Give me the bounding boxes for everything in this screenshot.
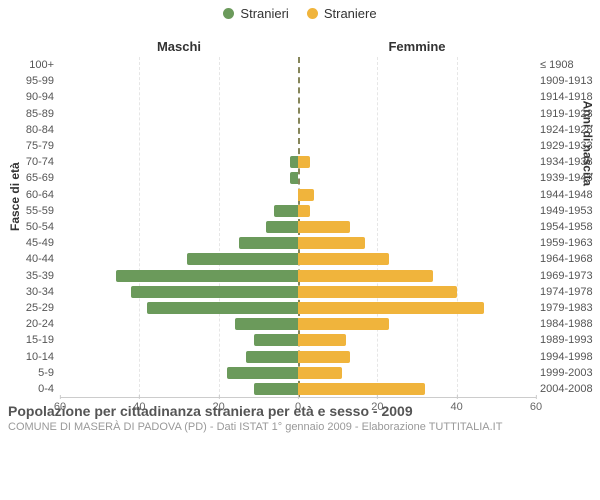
bar-male[interactable] [274, 205, 298, 217]
footer-subtitle: COMUNE DI MASERÀ DI PADOVA (PD) - Dati I… [8, 421, 592, 433]
bar-male[interactable] [266, 221, 298, 233]
bar-male[interactable] [131, 286, 298, 298]
birth-year-label: 1954-1958 [540, 220, 598, 234]
bar-male[interactable] [246, 351, 298, 363]
chart: Maschi Femmine Fasce di età Anni di nasc… [0, 21, 600, 441]
bar-male[interactable] [116, 270, 298, 282]
bar-female[interactable] [298, 253, 389, 265]
legend-swatch-female [307, 8, 318, 19]
pyramid-row: 70-741934-1938 [60, 155, 536, 169]
bar-male[interactable] [254, 334, 298, 346]
legend-label-female: Straniere [324, 6, 377, 21]
age-label: 75-79 [6, 139, 54, 153]
bar-male[interactable] [147, 302, 298, 314]
pyramid-row: 5-91999-2003 [60, 366, 536, 380]
bar-female[interactable] [298, 270, 433, 282]
age-label: 15-19 [6, 333, 54, 347]
age-label: 25-29 [6, 301, 54, 315]
age-label: 80-84 [6, 123, 54, 137]
pyramid-row: 55-591949-1953 [60, 204, 536, 218]
age-label: 20-24 [6, 317, 54, 331]
bar-male[interactable] [254, 383, 298, 395]
age-label: 0-4 [6, 382, 54, 396]
birth-year-label: ≤ 1908 [540, 58, 598, 72]
birth-year-label: 2004-2008 [540, 382, 598, 396]
birth-year-label: 1999-2003 [540, 366, 598, 380]
footer-title: Popolazione per cittadinanza straniera p… [8, 403, 592, 419]
legend: Stranieri Straniere [0, 0, 600, 21]
bar-female[interactable] [298, 286, 457, 298]
bar-male[interactable] [227, 367, 298, 379]
pyramid-row: 0-42004-2008 [60, 382, 536, 396]
pyramid-row: 35-391969-1973 [60, 269, 536, 283]
birth-year-label: 1934-1938 [540, 155, 598, 169]
pyramid-row: 50-541954-1958 [60, 220, 536, 234]
bar-female[interactable] [298, 351, 350, 363]
bar-female[interactable] [298, 189, 314, 201]
age-label: 40-44 [6, 252, 54, 266]
bar-female[interactable] [298, 318, 389, 330]
legend-item-male: Stranieri [223, 6, 288, 21]
bar-male[interactable] [290, 156, 298, 168]
age-label: 85-89 [6, 107, 54, 121]
birth-year-label: 1994-1998 [540, 350, 598, 364]
plot-area: 100+≤ 190895-991909-191390-941914-191885… [60, 57, 536, 417]
birth-year-label: 1944-1948 [540, 188, 598, 202]
age-label: 65-69 [6, 171, 54, 185]
birth-year-label: 1914-1918 [540, 90, 598, 104]
bar-male[interactable] [187, 253, 298, 265]
pyramid-row: 40-441964-1968 [60, 252, 536, 266]
pyramid-row: 15-191989-1993 [60, 333, 536, 347]
pyramid-row: 45-491959-1963 [60, 236, 536, 250]
legend-label-male: Stranieri [240, 6, 288, 21]
group-label-male: Maschi [157, 39, 201, 54]
birth-year-label: 1924-1928 [540, 123, 598, 137]
birth-year-label: 1929-1933 [540, 139, 598, 153]
birth-year-label: 1949-1953 [540, 204, 598, 218]
pyramid-row: 20-241984-1988 [60, 317, 536, 331]
age-label: 55-59 [6, 204, 54, 218]
bar-male[interactable] [239, 237, 299, 249]
pyramid-row: 30-341974-1978 [60, 285, 536, 299]
age-label: 10-14 [6, 350, 54, 364]
birth-year-label: 1984-1988 [540, 317, 598, 331]
birth-year-label: 1939-1943 [540, 171, 598, 185]
age-label: 30-34 [6, 285, 54, 299]
legend-swatch-male [223, 8, 234, 19]
birth-year-label: 1959-1963 [540, 236, 598, 250]
bar-female[interactable] [298, 367, 342, 379]
bar-female[interactable] [298, 156, 310, 168]
age-label: 70-74 [6, 155, 54, 169]
bar-female[interactable] [298, 383, 425, 395]
bar-female[interactable] [298, 237, 365, 249]
age-label: 90-94 [6, 90, 54, 104]
birth-year-label: 1919-1923 [540, 107, 598, 121]
legend-item-female: Straniere [307, 6, 377, 21]
bar-female[interactable] [298, 334, 346, 346]
pyramid-row: 10-141994-1998 [60, 350, 536, 364]
age-label: 5-9 [6, 366, 54, 380]
birth-year-label: 1969-1973 [540, 269, 598, 283]
birth-year-label: 1979-1983 [540, 301, 598, 315]
pyramid-row: 25-291979-1983 [60, 301, 536, 315]
birth-year-label: 1964-1968 [540, 252, 598, 266]
birth-year-label: 1974-1978 [540, 285, 598, 299]
age-label: 35-39 [6, 269, 54, 283]
bars-area: 100+≤ 190895-991909-191390-941914-191885… [60, 57, 536, 397]
bar-male[interactable] [290, 172, 298, 184]
bar-female[interactable] [298, 205, 310, 217]
age-label: 95-99 [6, 74, 54, 88]
age-label: 60-64 [6, 188, 54, 202]
group-label-female: Femmine [388, 39, 445, 54]
bar-female[interactable] [298, 302, 484, 314]
age-label: 45-49 [6, 236, 54, 250]
birth-year-label: 1909-1913 [540, 74, 598, 88]
bar-female[interactable] [298, 221, 350, 233]
age-label: 100+ [6, 58, 54, 72]
age-label: 50-54 [6, 220, 54, 234]
footer: Popolazione per cittadinanza straniera p… [8, 403, 592, 433]
birth-year-label: 1989-1993 [540, 333, 598, 347]
pyramid-row: 60-641944-1948 [60, 188, 536, 202]
bar-male[interactable] [235, 318, 298, 330]
